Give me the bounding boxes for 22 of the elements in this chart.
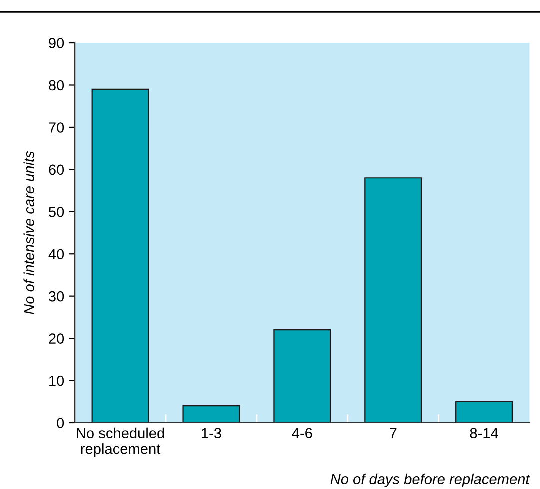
y-tick-label: 60 bbox=[49, 164, 64, 176]
y-tick-label: 0 bbox=[57, 418, 64, 428]
x-tick-label: 1-3 bbox=[202, 428, 222, 439]
bar bbox=[182, 406, 240, 423]
y-tick-label: 20 bbox=[49, 334, 64, 344]
x-axis-title: No of days before replacement bbox=[330, 474, 530, 488]
x-tick-label: No scheduled replacement bbox=[77, 428, 164, 458]
x-tick-label: 7 bbox=[390, 428, 397, 438]
y-axis-title: No of intensive care units bbox=[24, 151, 34, 314]
bar bbox=[456, 401, 514, 423]
y-tick-label: 90 bbox=[49, 38, 64, 48]
x-tick-label: 4-6 bbox=[292, 428, 312, 439]
bar bbox=[364, 178, 422, 423]
y-tick-label: 30 bbox=[48, 291, 64, 302]
y-tick-label: 80 bbox=[49, 80, 64, 91]
y-tick-label: 50 bbox=[49, 207, 64, 218]
y-tick-label: 70 bbox=[49, 122, 64, 133]
y-tick-label: 40 bbox=[48, 249, 64, 260]
y-tick-label: 10 bbox=[50, 376, 64, 386]
bar bbox=[92, 88, 150, 423]
bar bbox=[274, 330, 332, 423]
x-tick-label: 8-14 bbox=[470, 428, 498, 439]
